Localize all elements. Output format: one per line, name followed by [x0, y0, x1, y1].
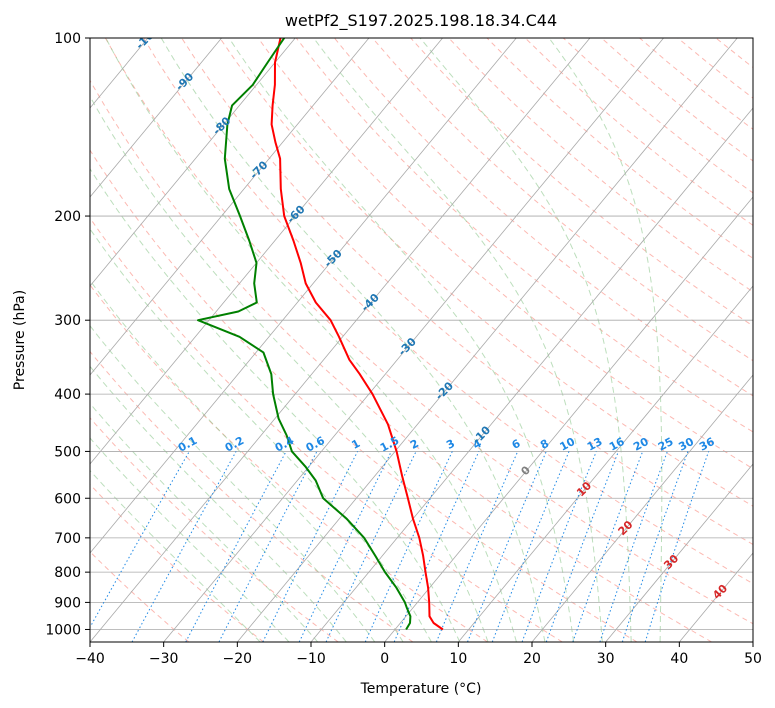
isotherm-line [90, 38, 443, 465]
y-axis-label: Pressure (hPa) [12, 290, 28, 390]
y-tick-label: 600 [54, 491, 81, 507]
moist-adiabat-line [548, 38, 663, 642]
plot-frame [89, 37, 754, 643]
y-tick-label: 900 [54, 595, 81, 611]
isotherm-line [90, 38, 222, 198]
isotherm-line [90, 38, 296, 287]
y-tick-label: 500 [54, 444, 81, 460]
y-tick-label: 700 [54, 531, 81, 547]
x-tick-label: 40 [670, 651, 688, 667]
mixing-ratio-line [467, 451, 547, 642]
x-axis-label: Temperature (°C) [360, 681, 482, 697]
mixing-ratio-label: 10 [558, 435, 578, 454]
mixing-ratio-label: 36 [697, 435, 717, 454]
dry-adiabat-line [90, 149, 638, 642]
dry-adiabat-line [143, 38, 753, 585]
dry-adiabat-line [90, 79, 712, 642]
isotherm-line [458, 285, 753, 642]
mixing-ratio-line [90, 451, 190, 629]
mixing-ratio-line [393, 451, 480, 642]
dry-adiabat-line [410, 38, 753, 327]
isotherm-line [752, 641, 753, 642]
moist-adiabat-line [90, 228, 432, 642]
x-tick-label: 0 [380, 651, 389, 667]
mixing-ratio-line [521, 451, 597, 642]
mixing-ratio-label: 13 [585, 435, 605, 454]
moist-adiabat-line [228, 38, 575, 642]
x-tick-label: −20 [223, 651, 253, 667]
moist-adiabat-line [90, 279, 404, 642]
moist-adiabat-line [90, 95, 489, 642]
dry-adiabat-line [754, 38, 775, 642]
dry-adiabat-line [219, 38, 753, 507]
x-tick-label: 50 [744, 651, 762, 667]
isotherm-line [90, 38, 370, 376]
mixing-ratio-line [491, 451, 570, 642]
mixing-ratio-label: 16 [607, 435, 627, 454]
isotherm-line [0, 38, 1, 642]
chart-title: wetPf2_S197.2025.198.18.34.C44 [285, 11, 557, 31]
mixing-ratio-line [572, 451, 644, 642]
y-tick-label: 200 [54, 209, 81, 225]
isotherm-line [384, 196, 753, 642]
isotherm-line [90, 38, 517, 554]
dry-adiabat-line [295, 38, 753, 433]
mixing-ratio-line [131, 451, 237, 642]
moist-adiabat-line [160, 38, 546, 642]
dry-adiabat-line [334, 38, 753, 397]
y-tick-label: 100 [54, 31, 81, 47]
y-tick-label: 1000 [45, 622, 81, 638]
dewpoint-profile-line [197, 38, 412, 631]
temperature-profile-line [270, 38, 444, 631]
mixing-ratio-label: 30 [676, 435, 696, 454]
moist-adiabat-line [90, 324, 376, 642]
x-tick-label: −40 [75, 651, 105, 667]
x-tick-label: 20 [523, 651, 541, 667]
dry-adiabat-line [90, 284, 488, 642]
mixing-ratio-label: 25 [656, 435, 676, 454]
mixing-ratio-line [545, 451, 619, 642]
x-tick-label: 30 [597, 651, 615, 667]
plot-background [90, 38, 753, 642]
y-tick-label: 800 [54, 565, 81, 581]
mixing-ratio-line [644, 451, 710, 642]
mixing-ratio-line [621, 451, 689, 642]
moist-adiabat-line [105, 38, 517, 642]
mixing-ratio-line [262, 451, 359, 642]
moist-adiabat-line [90, 167, 461, 642]
isotherm-line [237, 38, 738, 642]
mixing-ratio-label: 20 [631, 435, 651, 454]
dry-adiabat-line [90, 217, 563, 642]
mixing-ratio-line [435, 451, 519, 642]
y-tick-label: 300 [54, 313, 81, 329]
x-tick-label: −10 [296, 651, 326, 667]
moist-adiabat-line [419, 38, 632, 642]
y-tick-label: 400 [54, 387, 81, 403]
dry-adiabat-line [90, 483, 264, 642]
dry-adiabat-line [104, 38, 753, 625]
isotherm-line [163, 38, 664, 642]
moist-adiabat-line [313, 38, 603, 642]
moist-adiabat-line [90, 365, 347, 642]
isotherm-line [605, 463, 753, 642]
x-tick-label: 10 [449, 651, 467, 667]
x-tick-label: −30 [149, 651, 179, 667]
isotherm-line [531, 374, 753, 642]
mixing-ratio-line [599, 451, 668, 642]
isotherm-line [310, 107, 753, 642]
dry-adiabat-line [90, 550, 190, 642]
